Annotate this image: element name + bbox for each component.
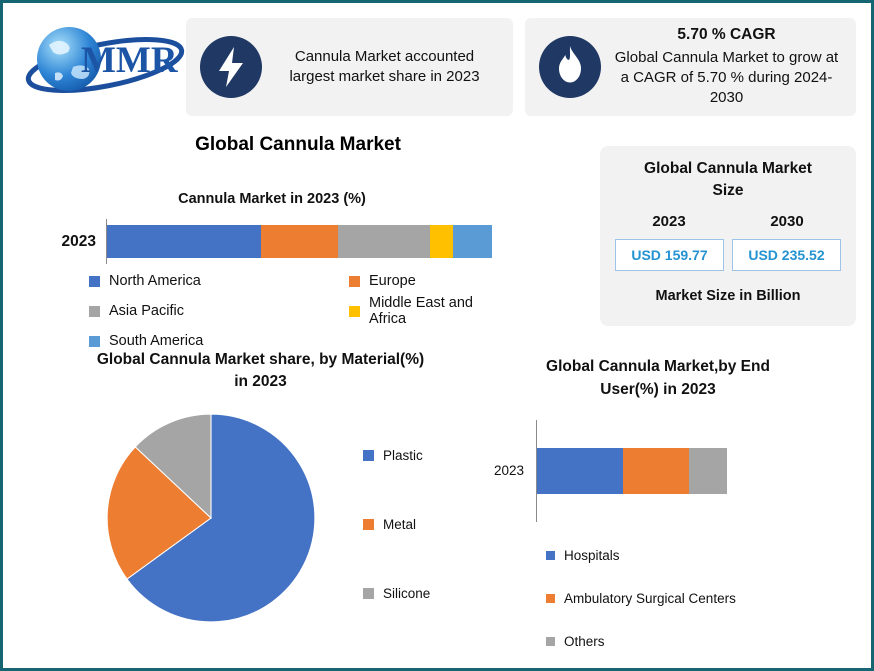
legend-label: South America — [109, 333, 204, 349]
highlight-card-share: Cannula Market accounted largest market … — [186, 18, 513, 116]
market-size-values: USD 159.77 USD 235.52 — [610, 239, 846, 272]
legend-item-hospitals: Hospitals — [546, 548, 858, 563]
cagr-text: Global Cannula Market to grow at a CAGR … — [614, 48, 839, 107]
legend-item-plastic: Plastic — [363, 448, 430, 463]
mmr-logo: MMR — [23, 13, 185, 109]
region-category-label: 2023 — [61, 232, 96, 250]
legend-label: Silicone — [383, 585, 431, 601]
market-size-note: Market Size in Billion — [655, 288, 801, 305]
market-size-years: 2023 2030 — [610, 213, 846, 230]
legend-swatch-metal — [363, 518, 374, 530]
region-axis — [106, 219, 513, 264]
enduser-category-label: 2023 — [493, 463, 524, 478]
legend-swatch-asia-pacific — [89, 305, 100, 317]
legend-item-ambulatory-surgical-centers: Ambulatory Surgical Centers — [546, 591, 858, 606]
legend-swatch-others — [546, 636, 555, 646]
pie-slice-plastic — [126, 413, 316, 623]
bar-segment-north-america — [107, 225, 261, 258]
bar-segment-hospitals — [537, 447, 623, 494]
year-2023-label: 2023 — [652, 213, 686, 231]
year-2030-label: 2030 — [770, 213, 804, 231]
legend-swatch-north-america — [89, 275, 100, 287]
flame-icon — [539, 36, 601, 98]
legend-item-asia-pacific: Asia Pacific — [89, 295, 349, 327]
legend-swatch-middle-east-and-africa — [349, 305, 360, 317]
bar-segment-ambulatory-surgical-centers — [622, 447, 689, 494]
legend-swatch-europe — [349, 275, 360, 287]
region-legend: North America Europe Asia Pacific Middle Ea… — [89, 273, 513, 349]
lightning-icon — [200, 36, 262, 98]
cagr-title: 5.70 % CAGR — [677, 25, 776, 43]
enduser-stacked-bar — [537, 447, 727, 494]
region-bar-row: 2023 — [31, 219, 513, 264]
legend-swatch-south-america — [89, 335, 100, 347]
legend-item-middle-east-and-africa: Middle East and Africa — [349, 295, 513, 327]
legend-label: Plastic — [383, 447, 423, 463]
logo-text: MMR — [81, 40, 178, 81]
pie-slice-metal — [106, 446, 212, 580]
enduser-bar-row: 2023 — [458, 419, 858, 522]
legend-label: Metal — [383, 516, 417, 532]
bar-segment-europe — [261, 225, 338, 258]
legend-swatch-plastic — [363, 449, 374, 461]
enduser-legend: Hospitals Ambulatory Surgical Centers Othe… — [546, 548, 858, 649]
legend-swatch-hospitals — [546, 550, 555, 560]
market-size-title: Global Cannula Market Size — [644, 160, 812, 199]
highlight-card-cagr: 5.70 % CAGR Global Cannula Market to gro… — [525, 18, 856, 116]
pie-slice-silicone — [134, 413, 212, 520]
legend-item-metal: Metal — [363, 517, 430, 532]
enduser-title: Global Cannula Market,by End User(%) in … — [546, 358, 770, 399]
legend-item-silicone: Silicone — [363, 586, 430, 601]
legend-swatch-silicone — [363, 587, 374, 599]
bar-segment-others — [689, 447, 727, 494]
market-size-value-2030: USD 235.52 — [732, 239, 841, 272]
enduser-bar-chart: Global Cannula Market,by End User(%) in … — [458, 355, 858, 649]
pie-svg — [106, 413, 316, 623]
pie-title: Global Cannula Market share, by Material… — [96, 351, 425, 391]
pie-legend: Plastic Metal Silicone — [363, 412, 430, 624]
legend-label: Hospitals — [564, 547, 620, 563]
pie-area: Plastic Metal Silicone — [33, 412, 488, 624]
legend-label: Europe — [369, 273, 416, 289]
legend-label: North America — [109, 273, 201, 289]
legend-label: Middle East and Africa — [369, 295, 473, 327]
region-chart-title: Cannula Market in 2023 (%) — [178, 191, 366, 207]
legend-item-south-america: South America — [89, 333, 349, 349]
legend-item-north-america: North America — [89, 273, 349, 289]
share-card-text: Cannula Market accounted largest market … — [289, 47, 480, 85]
bar-segment-asia-pacific — [338, 225, 431, 258]
page-title: Global Cannula Market — [195, 134, 401, 155]
region-stacked-bar — [107, 225, 492, 258]
market-size-card: Global Cannula Market Size 2023 2030 USD… — [600, 146, 856, 326]
enduser-axis — [536, 419, 727, 522]
material-pie-chart: Global Cannula Market share, by Material… — [33, 349, 488, 624]
legend-item-europe: Europe — [349, 273, 513, 289]
legend-label: Ambulatory Surgical Centers — [564, 590, 736, 606]
globe-icon — [25, 27, 185, 93]
bar-segment-middle-east-and-africa — [430, 225, 454, 258]
legend-label: Asia Pacific — [109, 303, 184, 319]
bar-segment-south-america — [453, 225, 492, 258]
cagr-card-body: 5.70 % CAGR Global Cannula Market to gro… — [601, 26, 842, 109]
legend-label: Others — [564, 633, 605, 649]
legend-item-others: Others — [546, 634, 858, 649]
region-bar-chart: Cannula Market in 2023 (%) 2023 North Am… — [31, 191, 513, 349]
market-size-value-2023: USD 159.77 — [615, 239, 724, 272]
legend-swatch-ambulatory-surgical-centers — [546, 593, 555, 603]
